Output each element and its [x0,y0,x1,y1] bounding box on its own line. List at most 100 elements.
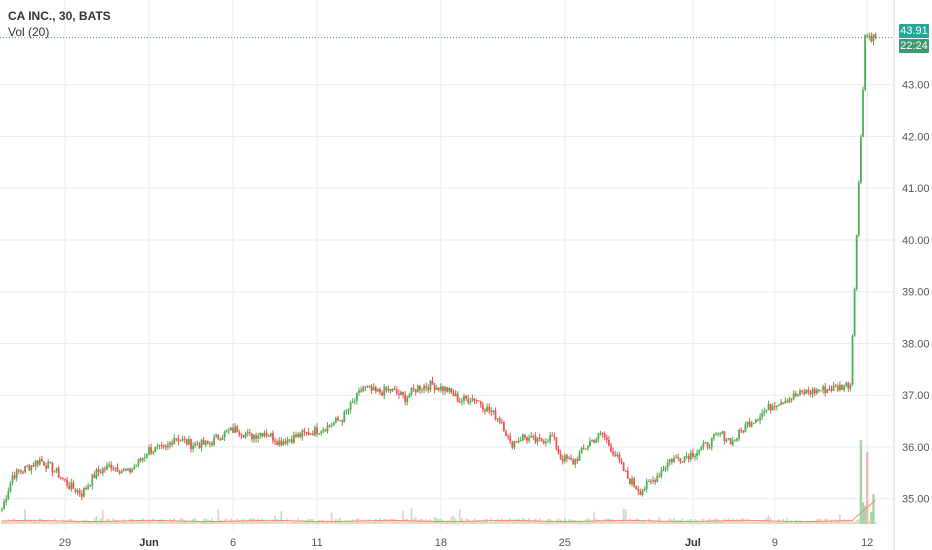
candle-body [874,34,877,38]
candle-body [601,433,604,435]
volume-bar [723,518,726,524]
candle-body [366,386,369,388]
candle-body [28,466,31,471]
volume-bar [469,521,472,524]
candle-body [461,400,463,402]
volume-bar [15,520,18,524]
symbol-title[interactable]: CA INC., 30, BATS [8,9,111,23]
candle-body [89,485,92,487]
candle-body [803,391,806,394]
volume-bar [34,520,37,524]
volume-bar [631,520,633,524]
volume-bar [400,520,402,524]
volume-bar [444,521,446,524]
candle-body [343,411,346,423]
time-tick-label: 25 [559,537,571,549]
volume-bar [66,521,68,524]
volume-bar [591,521,593,524]
candle-body [223,431,226,438]
candle-body [828,389,831,391]
candle-body [620,460,623,463]
volume-bar [509,518,512,524]
candle-body [72,482,75,489]
candle-body [158,445,161,447]
volume-bar [496,518,499,524]
volume-bar [792,521,795,524]
volume-bar [185,521,188,524]
volume-bar [215,521,218,524]
candle-body [404,394,407,402]
candle-body [398,393,400,395]
candle-body [1,509,3,511]
time-tick-label: Jun [139,537,159,549]
volume-bar [788,521,791,524]
volume-bar [47,519,50,524]
candle-body [146,454,148,457]
time-axis[interactable]: 29 Jun 6 11 18 25 Jul 9 12 [59,537,873,549]
candle-body [293,434,295,443]
candle-body [311,433,314,436]
candle-body [824,386,827,394]
candle-body [847,382,850,389]
candle-body [349,402,352,410]
volume-bar [811,520,814,524]
candle-body [786,400,789,403]
volume-bar [433,516,436,524]
candle-body [85,488,87,490]
volume-bar [450,516,453,524]
volume-bar [643,520,646,524]
candle-body [217,434,220,440]
candle-body [9,482,12,492]
volume-bar [234,520,236,524]
volume-bar [641,519,644,524]
volume-bar [139,520,142,524]
volume-bar [89,521,92,524]
volume-bar [530,521,533,524]
candle-body [683,456,686,462]
price-axis[interactable]: 35.00 36.00 37.00 38.00 39.00 40.00 41.00 42.00… [902,80,930,506]
candle-body [549,435,551,442]
volume-bar [133,520,136,524]
candle-body [154,447,157,452]
candle-body [280,440,283,445]
candle-body [832,385,835,391]
candle-body [181,438,184,441]
candle-body [759,417,761,421]
candle-body [559,453,562,459]
candle-body [568,458,570,460]
volume-bar [284,521,287,524]
volume-bar [618,521,621,524]
candle-body [341,420,344,423]
volume-bar [87,520,89,524]
candle-body [175,438,178,440]
volume-bar [874,521,877,524]
candle-body [635,485,638,489]
volume-indicator-label[interactable]: Vol (20) [8,25,50,39]
volume-bar [805,521,808,524]
volume-bar [104,521,106,524]
candle-body [566,455,568,459]
candle-body [43,461,45,466]
volume-bar [242,519,245,524]
volume-bar [393,518,396,524]
volume-bar [482,520,484,524]
volume-bar [36,521,39,524]
candle-body [603,433,606,438]
volume-bar [752,520,755,524]
candle-body [91,474,94,486]
candle-body [227,430,230,432]
candle-body [419,385,421,391]
volume-bar [383,518,386,524]
volume-bar [301,519,304,524]
candle-body [326,425,329,432]
volume-spike-bar [872,494,875,524]
candle-body [120,470,123,474]
volume-bar [603,518,606,524]
volume-bar [183,520,186,524]
candle-body [57,468,60,478]
volume-spike-bar [859,440,863,524]
volume-bar [389,518,392,524]
candle-body [650,481,652,483]
volume-bar [280,511,283,524]
